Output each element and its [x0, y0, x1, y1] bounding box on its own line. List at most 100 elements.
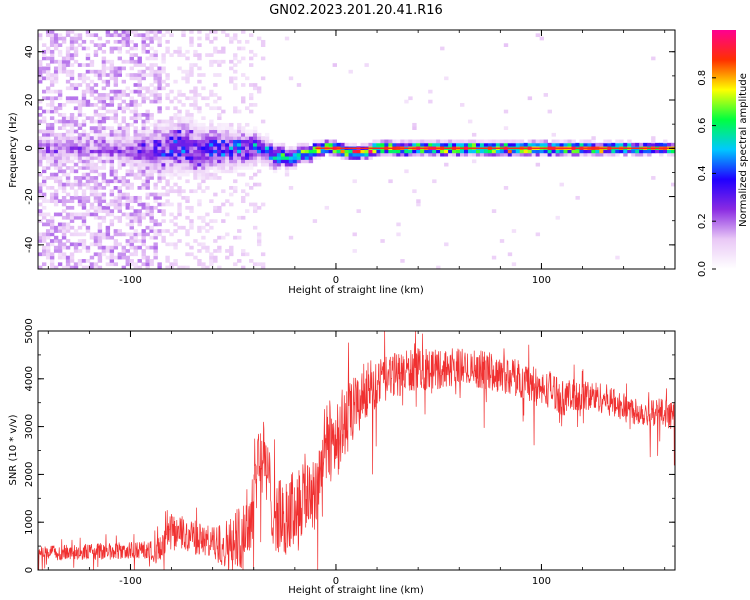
- spectrogram-cell: [252, 142, 258, 147]
- spectrogram-cell: [197, 146, 202, 150]
- spectrogram-cell: [312, 142, 318, 147]
- spectrogram-cell: [300, 152, 306, 157]
- spectrogram-cell: [97, 112, 103, 117]
- spectrogram-cell: [89, 156, 95, 160]
- spectrogram-cell: [145, 119, 150, 124]
- spectrogram-cell: [169, 129, 174, 134]
- spectrogram-cell: [109, 49, 115, 54]
- spectrogram-cell: [169, 142, 174, 147]
- spectrogram-cell: [217, 235, 222, 240]
- spectrogram-cell: [153, 219, 158, 223]
- spectrogram-cell: [201, 126, 206, 130]
- y-tick-label: 2000: [24, 462, 35, 487]
- spectrogram-cell: [81, 192, 87, 197]
- spectrogram-cell: [133, 112, 138, 117]
- spectrogram-cell: [105, 73, 111, 77]
- spectrogram-cell: [121, 192, 126, 197]
- spectrogram-cell: [101, 49, 107, 54]
- spectrogram-cell: [101, 119, 107, 124]
- spectrogram-cell: [241, 199, 246, 204]
- spectrogram-cell: [169, 152, 174, 157]
- spectrogram-cell: [149, 146, 154, 150]
- spectrogram-cell: [280, 142, 286, 147]
- spectrogram-cell: [503, 186, 509, 190]
- spectrogram-cell: [141, 43, 146, 47]
- spectrogram-cell: [384, 152, 389, 157]
- spectrogram-cell: [73, 36, 79, 41]
- spectrogram-cell: [141, 179, 146, 184]
- spectrogram-cell: [217, 96, 222, 101]
- spectrogram-cell: [137, 162, 142, 167]
- spectrogram-cell: [89, 212, 95, 217]
- spectrogram-cell: [260, 142, 266, 147]
- spectrogram-cell: [583, 149, 588, 154]
- spectrogram-cell: [241, 172, 246, 177]
- snr-frame: [37, 330, 676, 571]
- spectrogram-cell: [45, 149, 51, 154]
- spectrogram-cell: [81, 136, 87, 140]
- spectrogram-cell: [129, 152, 134, 157]
- spectrogram-cell: [133, 59, 138, 64]
- spectrogram-cell: [133, 33, 138, 38]
- spectrogram-cell: [109, 219, 115, 223]
- spectrogram-cell: [117, 195, 123, 200]
- spectrogram-cell: [241, 195, 246, 200]
- spectrogram-cell: [245, 209, 250, 213]
- spectrogram-cell: [145, 182, 150, 187]
- spectrogram-cell: [149, 63, 154, 67]
- spectrogram-cell: [372, 152, 377, 157]
- spectrogram-cell: [61, 182, 67, 187]
- spectrogram-cell: [65, 192, 71, 197]
- spectrogram-cell: [161, 119, 166, 124]
- spectrogram-cell: [65, 176, 71, 180]
- spectrogram-cell: [109, 212, 115, 217]
- spectrogram-cell: [229, 149, 234, 154]
- spectrogram-cell: [81, 142, 87, 147]
- spectrogram-cell: [121, 33, 126, 38]
- spectrogram-cell: [260, 252, 266, 257]
- spectrogram-cell: [49, 99, 55, 104]
- spectrogram-cell: [181, 122, 186, 127]
- spectrogram-cell: [77, 43, 83, 47]
- spectrogram-cell: [424, 152, 429, 157]
- spectrogram-cell: [205, 142, 210, 147]
- spectrogram-cell: [53, 229, 59, 233]
- spectrogram-cell: [41, 43, 47, 47]
- spectrogram-cell: [141, 132, 146, 137]
- spectrogram-cell: [61, 69, 67, 74]
- spectrogram-cell: [41, 199, 47, 204]
- spectrogram-cell: [659, 152, 664, 157]
- spectrogram-cell: [77, 176, 83, 180]
- spectrogram-cell: [133, 139, 138, 144]
- spectrogram-cell: [69, 56, 75, 61]
- spectrogram-cell: [463, 149, 469, 154]
- spectrogram-cell: [77, 262, 83, 267]
- spectrogram-cell: [109, 189, 115, 194]
- spectrogram-cell: [145, 49, 150, 54]
- spectrogram-cell: [380, 152, 385, 157]
- spectrogram-cell: [149, 136, 154, 140]
- spectrogram-cell: [535, 142, 541, 147]
- spectrogram-cell: [201, 136, 206, 140]
- spectrogram-cell: [129, 232, 134, 237]
- spectrogram-cell: [121, 99, 126, 104]
- spectrogram-cell: [105, 235, 111, 240]
- y-tick-label: 3000: [24, 414, 35, 439]
- spectrogram-cell: [237, 259, 242, 263]
- spectrogram-cell: [280, 159, 286, 164]
- spectrogram-cell: [85, 182, 91, 187]
- spectrogram-cell: [85, 259, 91, 263]
- spectrogram-cell: [89, 79, 95, 84]
- spectrogram-cell: [77, 146, 83, 150]
- spectrogram-cell: [149, 122, 154, 127]
- spectrogram-cell: [125, 49, 130, 54]
- spectrogram-cell: [197, 126, 202, 130]
- spectrogram-cell: [57, 139, 63, 144]
- spectrogram-cell: [157, 43, 162, 47]
- spectrogram-cell: [181, 103, 186, 107]
- spectrogram-cell: [133, 132, 138, 137]
- spectrogram-cell: [57, 162, 63, 167]
- spectrogram-cell: [221, 235, 226, 240]
- spectrogram-cell: [89, 69, 95, 74]
- spectrogram-cell: [141, 255, 146, 260]
